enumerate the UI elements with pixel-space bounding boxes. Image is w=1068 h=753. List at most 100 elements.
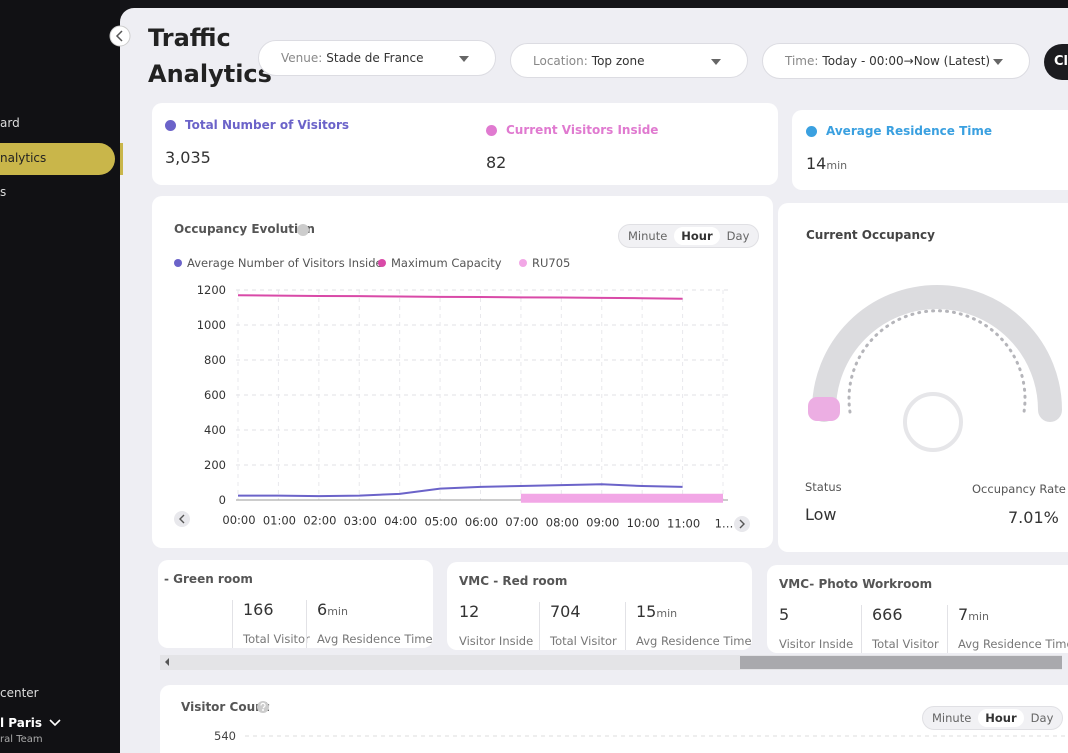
active-indicator [120,143,123,175]
room-stat-value: 7min [958,605,1068,629]
room-stat-number: 166 [243,600,274,619]
room-stat-number: 704 [550,602,581,621]
room-stat-label: Avg Residence Time [317,632,433,646]
legend-marker [174,259,182,267]
gauge-title: Current Occupancy [806,228,935,242]
stat-value: 82 [486,153,506,172]
time-toggle: Minute Hour Day [922,706,1064,730]
gauge [808,285,1062,452]
y-tick-label: 1000 [197,318,226,332]
filter-dropdown[interactable]: Location: Top zone [510,43,748,78]
scroll-thumb[interactable] [740,656,1062,669]
page-title: Traffic Analytics [148,24,272,88]
room-stat-number: 666 [872,605,903,624]
rate-label: Occupancy Rate [972,482,1066,496]
org-name-text: l Paris [0,716,43,730]
series-line [238,483,683,498]
toggle-option[interactable]: Day [726,229,750,243]
room-stat: 704 Total Visitor [539,602,617,650]
toggle-option[interactable]: Minute [628,229,668,243]
toggle-option[interactable]: Hour [978,709,1024,727]
stat-number: 82 [486,153,507,172]
room-stat-value: 12 [459,602,533,626]
room-card: VMC- Photo Workroom 5 Visitor Inside 666 Tot… [767,565,1068,653]
room-name: VMC- Photo Workroom [779,577,933,591]
stat-label: Average Residence Time [826,124,993,138]
scroll-left-button[interactable] [174,511,190,527]
y-tick-label: 800 [204,353,226,367]
room-stat-number: 5 [779,605,790,624]
scroll-right-button[interactable] [734,516,750,532]
room-stat-value: 5 [779,605,853,629]
room-stat: 5 Visitor Inside [779,605,853,653]
room-stat: 666 Total Visitor [861,605,939,653]
visitor-count-card [160,685,1068,753]
stat-value: 14min [806,154,847,173]
sidebar-item[interactable]: ard [0,116,20,130]
filter-dropdown[interactable]: Time: Today - 00:00→Now (Latest) [762,43,1030,79]
room-name: VMC - Red room [459,574,568,588]
room-stat-value: 6min [317,600,433,624]
room-stat-label: Visitor Inside [459,634,534,648]
room-stat-number: 6 [317,600,328,619]
card-title: Visitor Count [181,700,270,714]
toggle-option[interactable]: Minute [932,711,972,725]
room-stat-unit: min [968,610,989,623]
sidebar-item[interactable]: center [0,686,39,700]
x-tick-label: 05:00 [425,515,458,529]
legend-label: Average Number of Visitors Inside [187,256,383,270]
help-icon[interactable] [256,700,270,714]
room-stat-number: 15 [636,602,657,621]
room-stat: 15min Avg Residence Time [625,602,752,650]
room-stat-number: 12 [459,602,480,621]
legend-marker [519,259,527,267]
x-tick-label: 06:00 [465,515,498,529]
time-toggle: Minute Hour Day [618,224,760,248]
rate-value: 7.01% [1008,508,1059,527]
stat-value: 3,035 [165,148,211,167]
room-stat-value: 666 [872,605,939,629]
stats-card [152,103,778,185]
y-tick-label: 0 [219,493,226,507]
sidebar [0,0,120,753]
org-team: ral Team [0,734,43,745]
legend-label: RU705 [532,256,570,270]
sidebar-item[interactable]: nalytics [0,151,47,165]
room-stat-label: Total Visitor [243,632,310,646]
room-stat: 7min Avg Residence Time [947,605,1068,653]
stat-icon [165,120,176,131]
room-stat-label: Avg Residence Time [636,634,752,648]
y-tick-label: 600 [204,388,226,402]
clear-button[interactable]: Cl [1044,44,1068,80]
stat-icon [806,126,817,137]
series-line [237,294,683,300]
room-stat-unit: min [656,607,678,620]
room-stat-number: 7 [958,605,969,624]
room-stat-value: 704 [550,602,617,626]
stat-unit: min [826,159,848,172]
room-stat: 12 Visitor Inside [459,602,533,650]
filter-label: Venue: [281,51,323,65]
sidebar-item[interactable]: s [0,185,7,199]
org-name[interactable]: l Paris [0,716,61,730]
x-tick-label: 09:00 [586,516,619,530]
toggle-option[interactable]: Day [1030,711,1054,725]
occupancy-chart: Occupancy Evolution 0 200 400 600 800 1000 1200… [174,222,750,532]
room-stat-label: Avg Residence Time [958,637,1068,651]
scroll-left[interactable] [163,656,171,668]
filter-dropdown[interactable]: Venue: Stade de France [258,40,496,76]
gauge-center [903,392,963,452]
room-stat-label: Total Visitor [550,634,617,648]
stat-label: Current Visitors Inside [506,123,659,137]
x-tick-label: 03:00 [344,514,377,528]
collapse-button[interactable] [109,25,131,47]
toggle-option[interactable]: Hour [674,227,720,245]
caret [993,59,1003,65]
gauge-track [812,285,1062,422]
status-value: Low [805,505,837,524]
room-stat-value: 15min [636,602,752,626]
room-name: - Green room [164,572,253,586]
x-tick-label: 02:00 [303,514,336,528]
room-stat-label: Total Visitor [872,637,939,651]
